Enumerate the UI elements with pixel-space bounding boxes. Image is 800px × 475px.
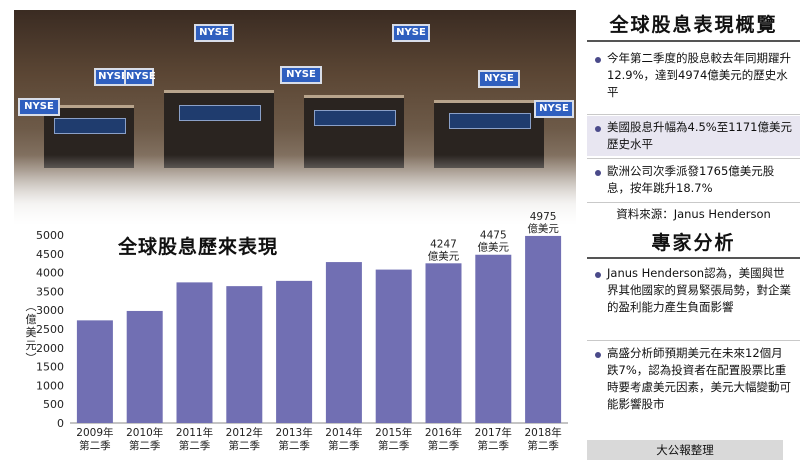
overview-title: 全球股息表現概覽 (587, 10, 800, 37)
chart-panel: NYSE NYSE NYSE NYSE NYSE NYSE NYSE NYSE … (0, 0, 583, 475)
y-tick-label: 500 (43, 398, 64, 411)
x-tick-label: 2017年 (475, 426, 512, 439)
x-tick-label: 2009年 (76, 426, 113, 439)
overview-item: 美國股息升幅為4.5%至1171億美元歷史水平 (587, 116, 800, 156)
x-tick-label: 第二季 (129, 439, 161, 452)
data-label: 億美元 (478, 241, 510, 254)
x-tick-label: 第二季 (328, 439, 360, 452)
x-tick-label: 2014年 (325, 426, 362, 439)
bar (426, 263, 462, 423)
y-tick-label: 5000 (36, 229, 64, 242)
bar (226, 286, 262, 423)
footer-note: 大公報整理 (587, 440, 783, 460)
data-label: 億美元 (428, 249, 460, 262)
data-label: 4247 (430, 238, 457, 250)
y-axis-unit: ︵ 億美元 ︶ (24, 300, 38, 365)
bullet-icon (595, 272, 601, 278)
bar-chart: 0 500 1000 1500 2000 2500 3000 3500 4000 4500 5000… (0, 0, 583, 475)
overview-item-text: 歐洲公司次季派發1765億美元股息，按年跳升18.7% (607, 164, 774, 195)
divider (587, 202, 800, 203)
x-tick-label: 第二季 (478, 439, 510, 452)
x-tick-label: 第二季 (378, 439, 410, 452)
x-tick-label: 2011年 (176, 426, 213, 439)
y-tick-label: 2500 (36, 323, 64, 336)
expert-item-text: 高盛分析師預期美元在未來12個月跌7%，認為投資者在配置股票比重時要考慮美元因素… (607, 346, 791, 411)
bar (376, 270, 412, 423)
y-tick-label: 3000 (36, 304, 64, 317)
data-label: 4975 (530, 211, 557, 223)
data-label: 億美元 (527, 222, 559, 235)
info-sidebar: 全球股息表現概覽 今年第二季度的股息較去年同期躍升12.9%，達到4974億美元… (587, 0, 800, 475)
x-tick-label: 2013年 (275, 426, 312, 439)
x-tick-label: 2012年 (226, 426, 263, 439)
overview-item: 歐洲公司次季派發1765億美元股息，按年跳升18.7% (587, 160, 800, 200)
overview-item: 今年第二季度的股息較去年同期躍升12.9%，達到4974億美元的歷史水平 (587, 47, 800, 104)
y-tick-label: 1500 (36, 361, 64, 374)
x-tick-label: 第二季 (79, 439, 111, 452)
expert-item: 高盛分析師預期美元在未來12個月跌7%，認為投資者在配置股票比重時要考慮美元因素… (587, 342, 800, 416)
bullet-icon (595, 126, 601, 132)
y-tick-label: 4000 (36, 267, 64, 280)
x-tick-label: 第二季 (278, 439, 310, 452)
y-tick-label: 3500 (36, 285, 64, 298)
x-tick-label: 2016年 (425, 426, 462, 439)
source-note: 資料來源：Janus Henderson (587, 206, 800, 222)
x-tick-label: 第二季 (179, 439, 211, 452)
x-tick-label: 第二季 (527, 439, 559, 452)
expert-rule (587, 257, 800, 259)
y-tick-label: 1000 (36, 379, 64, 392)
chart-title: 全球股息歷來表現 (118, 232, 278, 259)
bar (475, 255, 511, 423)
divider (587, 340, 800, 341)
bar (276, 281, 312, 423)
x-tick-label: 2010年 (126, 426, 163, 439)
divider (587, 114, 800, 115)
expert-title: 專家分析 (587, 228, 800, 255)
x-tick-label: 第二季 (229, 439, 261, 452)
x-tick-label: 2015年 (375, 426, 412, 439)
y-tick-label: 4500 (36, 248, 64, 261)
bar (177, 282, 213, 423)
bullet-icon (595, 352, 601, 358)
bullet-icon (595, 170, 601, 176)
expert-item: Janus Henderson認為，美國與世界其他國家的貿易緊張局勢，對企業的盈… (587, 262, 800, 319)
bar (77, 320, 113, 423)
bullet-icon (595, 57, 601, 63)
divider (587, 158, 800, 159)
expert-item-text: Janus Henderson認為，美國與世界其他國家的貿易緊張局勢，對企業的盈… (607, 266, 791, 314)
bar (525, 236, 561, 423)
x-tick-label: 第二季 (428, 439, 460, 452)
x-tick-label: 2018年 (524, 426, 561, 439)
y-tick-label: 0 (57, 417, 64, 430)
overview-rule (587, 40, 800, 42)
bar (326, 262, 362, 423)
overview-item-text: 美國股息升幅為4.5%至1171億美元歷史水平 (607, 120, 792, 151)
data-label: 4475 (480, 230, 507, 242)
bar (127, 311, 163, 423)
overview-item-text: 今年第二季度的股息較去年同期躍升12.9%，達到4974億美元的歷史水平 (607, 51, 791, 99)
y-tick-label: 2000 (36, 342, 64, 355)
